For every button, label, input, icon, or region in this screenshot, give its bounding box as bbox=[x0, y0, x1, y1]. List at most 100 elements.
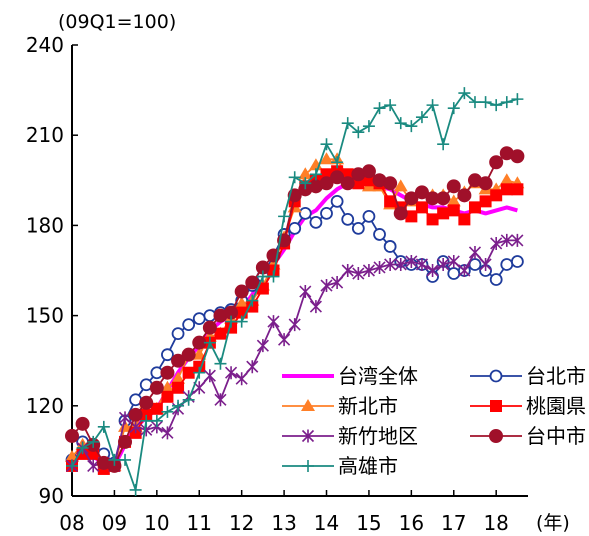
x-tick-label: 14 bbox=[314, 511, 339, 535]
data-point bbox=[299, 177, 312, 190]
series-7 bbox=[66, 87, 524, 496]
data-point bbox=[128, 407, 143, 422]
data-point bbox=[415, 111, 428, 124]
data-point bbox=[437, 138, 450, 151]
x-tick-label: 18 bbox=[483, 511, 508, 535]
legend-item: 台北市 bbox=[470, 364, 586, 388]
legend-item: 台湾全体 bbox=[282, 364, 418, 388]
data-point bbox=[500, 183, 513, 196]
data-point bbox=[320, 279, 333, 293]
data-point bbox=[361, 164, 376, 179]
data-point bbox=[351, 222, 365, 235]
data-point bbox=[214, 393, 227, 407]
data-point bbox=[468, 245, 482, 259]
data-point bbox=[214, 327, 227, 340]
data-point bbox=[267, 315, 280, 329]
data-point bbox=[182, 393, 195, 406]
data-point bbox=[129, 483, 142, 496]
data-point bbox=[499, 173, 514, 186]
data-point bbox=[393, 206, 408, 221]
legend-label: 台北市 bbox=[526, 364, 586, 388]
legend-item: 新竹地区 bbox=[282, 424, 418, 448]
x-tick-label: 17 bbox=[441, 511, 466, 535]
data-point bbox=[150, 414, 163, 427]
legend-label: 桃園県 bbox=[526, 394, 586, 418]
data-point bbox=[172, 399, 185, 412]
data-point bbox=[119, 453, 132, 466]
data-point bbox=[309, 168, 322, 181]
legend-label: 台湾全体 bbox=[338, 364, 418, 388]
data-point bbox=[490, 189, 503, 202]
data-point bbox=[384, 99, 397, 112]
data-point bbox=[309, 215, 323, 229]
data-point bbox=[511, 233, 524, 247]
data-point bbox=[139, 395, 154, 410]
data-point bbox=[149, 380, 164, 395]
data-point bbox=[278, 333, 291, 347]
data-point bbox=[108, 453, 121, 466]
data-point bbox=[446, 179, 461, 194]
data-point bbox=[384, 257, 397, 271]
y-tick-label: 150 bbox=[26, 304, 64, 328]
data-point bbox=[458, 264, 471, 277]
y-tick-label: 240 bbox=[26, 33, 64, 57]
data-point bbox=[225, 366, 238, 380]
data-point bbox=[301, 429, 315, 443]
data-point bbox=[245, 275, 260, 290]
data-point bbox=[161, 390, 174, 403]
legend-label: 台中市 bbox=[526, 424, 586, 448]
data-point bbox=[309, 300, 322, 314]
data-point bbox=[256, 339, 269, 353]
legend-item: 高雄市 bbox=[282, 454, 398, 478]
data-point bbox=[383, 176, 398, 191]
data-point bbox=[302, 460, 314, 472]
data-point bbox=[437, 257, 450, 271]
y-unit-label: (09Q1=100) bbox=[58, 11, 176, 33]
data-point bbox=[489, 155, 504, 170]
data-point bbox=[415, 257, 429, 271]
data-point bbox=[161, 426, 174, 440]
data-point bbox=[404, 191, 419, 206]
y-tick-label: 120 bbox=[26, 394, 64, 418]
data-point bbox=[171, 353, 186, 368]
data-point bbox=[478, 176, 493, 191]
data-point bbox=[160, 365, 175, 380]
data-point bbox=[489, 273, 503, 286]
data-point bbox=[446, 194, 461, 207]
data-point bbox=[500, 258, 514, 271]
y-tick-label: 210 bbox=[26, 123, 64, 147]
data-point bbox=[278, 210, 291, 223]
data-point bbox=[490, 99, 503, 112]
x-tick-label: 12 bbox=[229, 511, 254, 535]
data-point bbox=[214, 357, 227, 370]
data-point bbox=[352, 126, 365, 139]
data-point bbox=[500, 233, 513, 247]
data-point bbox=[447, 254, 460, 268]
data-point bbox=[468, 96, 481, 109]
data-point bbox=[202, 320, 217, 335]
data-point bbox=[437, 207, 450, 220]
data-point bbox=[172, 381, 185, 394]
data-point bbox=[383, 240, 397, 253]
data-point bbox=[405, 254, 418, 268]
data-point bbox=[76, 441, 89, 454]
data-point bbox=[331, 156, 344, 169]
data-point bbox=[341, 117, 354, 130]
x-tick-label: 16 bbox=[399, 511, 424, 535]
data-point bbox=[415, 201, 428, 214]
data-point bbox=[256, 270, 269, 283]
x-tick-label: 08 bbox=[59, 511, 84, 535]
data-point bbox=[235, 315, 248, 328]
data-point bbox=[511, 93, 524, 106]
data-point bbox=[203, 369, 216, 383]
data-point bbox=[301, 399, 315, 411]
data-point bbox=[235, 372, 248, 386]
data-point bbox=[490, 400, 502, 412]
x-tick-label: 11 bbox=[187, 511, 212, 535]
data-point bbox=[362, 264, 375, 277]
data-point bbox=[150, 402, 163, 415]
data-point bbox=[97, 420, 110, 433]
data-point bbox=[298, 167, 313, 180]
data-point bbox=[203, 336, 216, 349]
y-tick-label: 180 bbox=[26, 213, 64, 237]
